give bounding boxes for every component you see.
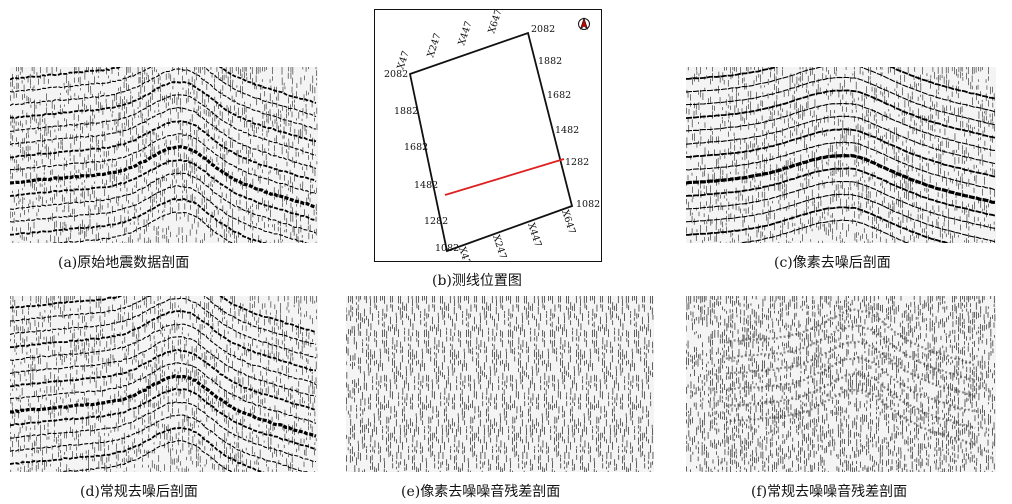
survey-line: [444, 158, 565, 196]
map-left-label: 1882: [394, 106, 418, 117]
map-left-label: 1482: [414, 180, 438, 191]
map-top-label: X247: [425, 32, 443, 59]
panel-e-image: [346, 296, 654, 472]
panel-a-caption: (a)原始地震数据剖面: [58, 255, 190, 271]
panel-d-caption: (d)常规去噪后剖面: [80, 484, 198, 500]
panel-b-survey-map: 2082 1882 1682 1482 1282 1082 2082 1882 …: [374, 9, 602, 262]
map-top-label: X47: [395, 50, 411, 71]
panel-c-caption: (c)像素去噪后剖面: [774, 255, 891, 271]
map-top-label: X447: [456, 20, 474, 47]
panel-d-conventional-denoised: [10, 296, 318, 472]
map-right-label: 2082: [531, 24, 555, 35]
map-right-label: 1482: [555, 125, 579, 136]
panel-b-caption: (b)测线位置图: [432, 273, 522, 289]
north-arrow-icon: [578, 17, 590, 30]
survey-map-svg: 2082 1882 1682 1482 1282 1082 2082 1882 …: [384, 10, 600, 261]
map-bottom-label: X247: [490, 234, 508, 261]
map-right-label: 1082: [576, 199, 600, 210]
map-top-label: X647: [486, 10, 504, 35]
panel-e-pixel-residual: [346, 296, 654, 472]
map-right-label: 1682: [547, 90, 571, 101]
map-left-label: 1282: [424, 216, 448, 227]
survey-area-outline: [408, 31, 574, 253]
map-left-label: 1682: [404, 142, 428, 153]
map-left-label: 1082: [435, 243, 459, 254]
map-right-label: 1882: [538, 56, 562, 67]
panel-a-image: [10, 67, 318, 243]
panel-d-image: [10, 296, 318, 472]
panel-c-pixel-denoised: [686, 67, 996, 243]
panel-f-caption: (f)常规去噪噪音残差剖面: [751, 484, 908, 500]
map-left-label: 2082: [384, 69, 408, 80]
map-right-label: 1282: [565, 157, 589, 168]
map-bottom-label: X447: [525, 222, 543, 249]
panel-e-caption: (e)像素去噪噪音残差剖面: [401, 484, 561, 500]
panel-c-image: [686, 67, 996, 243]
map-bottom-label: X647: [559, 209, 577, 236]
panel-f-conventional-residual: [686, 296, 996, 472]
map-bottom-label: X47: [456, 246, 472, 261]
panel-f-image: [686, 296, 996, 472]
panel-a-raw-seismic: [10, 67, 318, 243]
